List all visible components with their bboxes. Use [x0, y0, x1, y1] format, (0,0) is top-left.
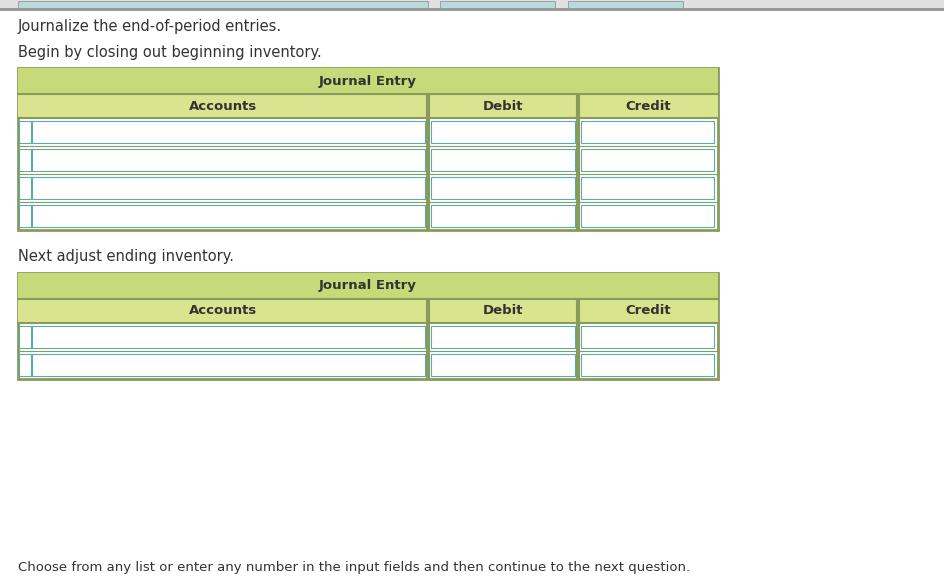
Bar: [581, 326, 714, 348]
Text: Journalize the end-of-period entries.: Journalize the end-of-period entries.: [18, 19, 282, 34]
Bar: [440, 1, 554, 8]
Bar: [19, 205, 31, 227]
Bar: [32, 149, 424, 171]
Bar: [32, 326, 424, 348]
Text: Choose from any list or enter any number in the input fields and then continue t: Choose from any list or enter any number…: [18, 560, 689, 574]
Bar: [18, 68, 717, 230]
Bar: [32, 354, 424, 376]
Bar: [18, 273, 717, 299]
Bar: [430, 205, 574, 227]
Bar: [0, 0, 944, 10]
Bar: [32, 177, 424, 199]
Bar: [19, 121, 31, 143]
Bar: [581, 354, 714, 376]
Text: Credit: Credit: [625, 100, 670, 113]
Bar: [32, 205, 424, 227]
Bar: [18, 94, 717, 118]
Bar: [19, 149, 31, 171]
Text: Journal Entry: Journal Entry: [319, 279, 416, 293]
Bar: [0, 8, 944, 11]
Bar: [19, 177, 31, 199]
Text: Journal Entry: Journal Entry: [319, 75, 416, 87]
Bar: [430, 121, 574, 143]
Bar: [581, 177, 714, 199]
Bar: [18, 299, 717, 323]
Text: Accounts: Accounts: [189, 304, 257, 318]
Bar: [430, 326, 574, 348]
Bar: [581, 121, 714, 143]
Bar: [18, 273, 717, 379]
Bar: [430, 177, 574, 199]
Text: Begin by closing out beginning inventory.: Begin by closing out beginning inventory…: [18, 45, 321, 61]
Bar: [19, 326, 31, 348]
Bar: [581, 205, 714, 227]
Text: Debit: Debit: [482, 100, 522, 113]
Text: Next adjust ending inventory.: Next adjust ending inventory.: [18, 248, 234, 264]
Text: Credit: Credit: [625, 304, 670, 318]
Bar: [567, 1, 683, 8]
Text: Accounts: Accounts: [189, 100, 257, 113]
Bar: [430, 149, 574, 171]
Bar: [19, 354, 31, 376]
Bar: [18, 68, 717, 94]
Bar: [32, 121, 424, 143]
Bar: [581, 149, 714, 171]
Bar: [430, 354, 574, 376]
Text: Debit: Debit: [482, 304, 522, 318]
Bar: [18, 1, 428, 8]
